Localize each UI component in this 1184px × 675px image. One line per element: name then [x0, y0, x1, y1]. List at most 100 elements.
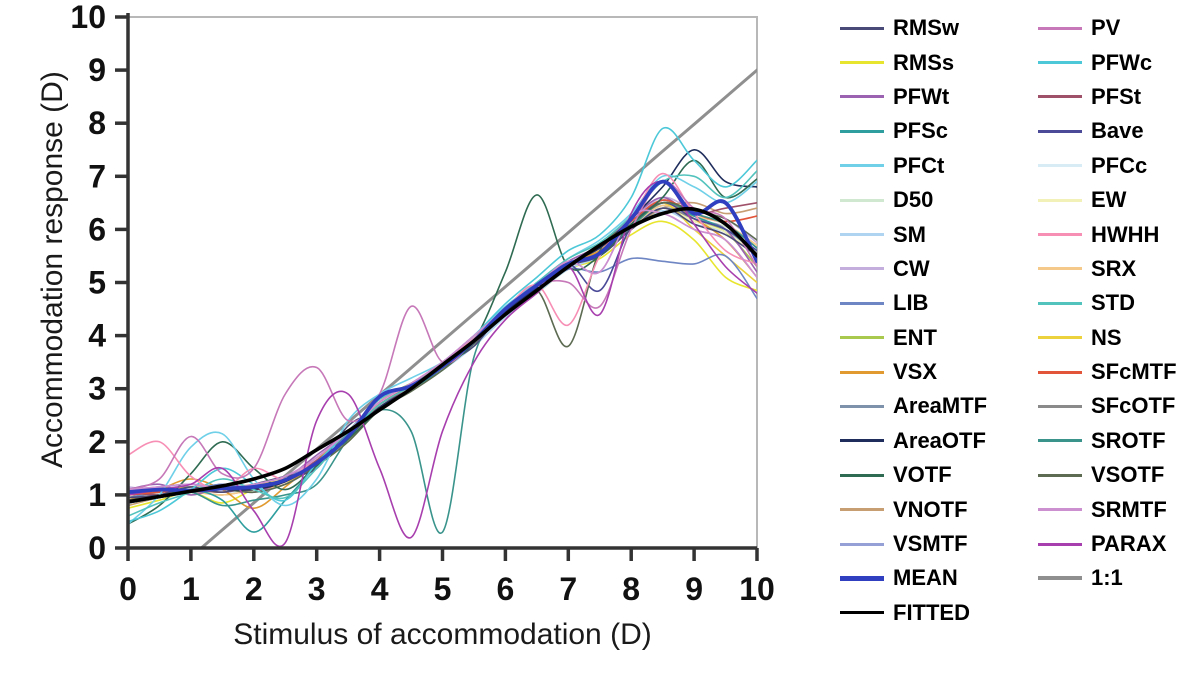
x-tick-label: 6 [497, 571, 515, 607]
legend-item-PFSt: PFSt [1038, 80, 1184, 114]
x-tick-label: 1 [182, 571, 200, 607]
legend-label: VSOTF [1091, 462, 1165, 488]
x-tick-label: 7 [559, 571, 577, 607]
legend-item-PFWc: PFWc [1038, 45, 1184, 79]
legend-swatch-PFSc [840, 129, 884, 133]
series-curve-SRMTF [128, 209, 757, 491]
legend-label: VSMTF [893, 531, 968, 557]
legend-label: PFWt [893, 83, 950, 109]
series-curve-AreaMTF [128, 204, 757, 496]
legend-label: PFSc [893, 118, 949, 144]
legend-swatch-NS [1038, 336, 1082, 340]
legend-item-Bave: Bave [1038, 114, 1184, 148]
legend-swatch-1:1 [1038, 576, 1082, 581]
y-axis-title: Accommodation response (D) [36, 71, 69, 468]
legend-label: RMSs [893, 49, 955, 75]
legend-swatch-HWHH [1038, 233, 1082, 237]
legend-swatch-EW [1038, 198, 1082, 202]
legend-label: SM [893, 221, 926, 247]
series-curve-EW [128, 207, 757, 496]
series-curve-RMSw [128, 207, 757, 499]
series-curve-SM [128, 209, 757, 504]
legend-swatch-ENT [840, 336, 884, 340]
x-tick-label: 0 [119, 571, 137, 607]
series-curve-VNOTF [128, 201, 757, 507]
legend-swatch-PV [1038, 26, 1082, 30]
x-axis-title: Stimulus of accommodation (D) [233, 618, 652, 651]
legend-item-VOTF: VOTF [840, 458, 1038, 492]
legend-swatch-RMSs [840, 61, 884, 65]
legend-label: SROTF [1091, 427, 1166, 453]
legend-swatch-LIB [840, 301, 884, 305]
legend-item-D50: D50 [840, 183, 1038, 217]
legend-item-SROTF: SROTF [1038, 424, 1184, 458]
y-tick-label: 7 [88, 158, 106, 194]
legend-item-PFSc: PFSc [840, 114, 1038, 148]
legend-label: PARAX [1091, 531, 1167, 557]
legend-label: SRX [1091, 255, 1137, 281]
x-tick-label: 10 [739, 571, 775, 607]
series-curve-D50 [128, 204, 757, 493]
y-tick-label: 6 [88, 211, 106, 247]
legend-swatch-VSMTF [840, 542, 884, 546]
legend-swatch-VNOTF [840, 508, 884, 512]
legend-swatch-SRX [1038, 267, 1082, 271]
y-tick-label: 2 [88, 424, 106, 460]
x-tick-label: 4 [371, 571, 389, 607]
legend-label: VSX [893, 359, 938, 385]
legend-label: VNOTF [893, 496, 968, 522]
series-curve-SFcOTF [128, 207, 757, 496]
series-curve-SROTF [128, 201, 757, 534]
legend-item-PFWt: PFWt [840, 80, 1038, 114]
legend-label: PFCt [893, 152, 945, 178]
series-curve-LIB [128, 253, 757, 499]
legend-label: PV [1091, 15, 1121, 41]
legend-swatch-PFCt [840, 164, 884, 168]
legend-item-FITTED: FITTED [840, 596, 1038, 630]
legend-label: PFSt [1091, 83, 1142, 109]
series-curve-SRX [128, 204, 757, 501]
y-tick-label: 3 [88, 371, 106, 407]
legend-label: CW [893, 255, 930, 281]
legend-swatch-MEAN [840, 575, 884, 581]
legend-swatch-PFCc [1038, 164, 1082, 168]
legend-item-AreaMTF: AreaMTF [840, 389, 1038, 423]
legend-column-1: RMSw RMSs PFWt PFSc PFCt D50 SM CW LIB ENT VSX Area… [840, 11, 1038, 630]
legend-label: PFCc [1091, 152, 1148, 178]
legend-label: AreaMTF [893, 393, 988, 419]
x-tick-label: 5 [434, 571, 452, 607]
legend-label: SFcOTF [1091, 393, 1176, 419]
series-curve-CW [128, 196, 757, 491]
legend-item-AreaOTF: AreaOTF [840, 424, 1038, 458]
legend-label: FITTED [893, 599, 970, 625]
legend-label: D50 [893, 187, 934, 213]
legend-label: SRMTF [1091, 496, 1167, 522]
series-curve-PFCc [128, 204, 757, 499]
legend-item-PARAX: PARAX [1038, 527, 1184, 561]
legend-label: STD [1091, 290, 1135, 316]
legend-label: Bave [1091, 118, 1144, 144]
legend-label: EW [1091, 187, 1127, 213]
legend-label: ENT [893, 324, 937, 350]
legend-item-SFcOTF: SFcOTF [1038, 389, 1184, 423]
legend-item-SRMTF: SRMTF [1038, 492, 1184, 526]
legend-swatch-VOTF [840, 473, 884, 477]
curves-group [128, 68, 757, 548]
series-curve-PFWt [128, 196, 757, 496]
legend-label: VOTF [893, 462, 952, 488]
legend-swatch-AreaMTF [840, 404, 884, 408]
chart-legend: RMSw RMSs PFWt PFSc PFCt D50 SM CW LIB ENT VSX Area… [840, 11, 1184, 630]
legend-swatch-PARAX [1038, 542, 1082, 546]
legend-swatch-SFcMTF [1038, 370, 1082, 374]
x-tick-label: 8 [622, 571, 640, 607]
series-curve-PV [128, 180, 757, 491]
axes [115, 13, 759, 561]
legend-item-PFCt: PFCt [840, 149, 1038, 183]
legend-label: NS [1091, 324, 1122, 350]
legend-swatch-VSX [840, 370, 884, 374]
legend-item-SFcMTF: SFcMTF [1038, 355, 1184, 389]
accommodation-response-chart: 0 1 2 3 4 5 6 7 8 9 10 0 1 2 3 4 5 6 7 8 9 10 [70, 0, 775, 607]
legend-item-VSOTF: VSOTF [1038, 458, 1184, 492]
series-curve-SRMTF [128, 209, 757, 491]
legend-item-VNOTF: VNOTF [840, 492, 1038, 526]
